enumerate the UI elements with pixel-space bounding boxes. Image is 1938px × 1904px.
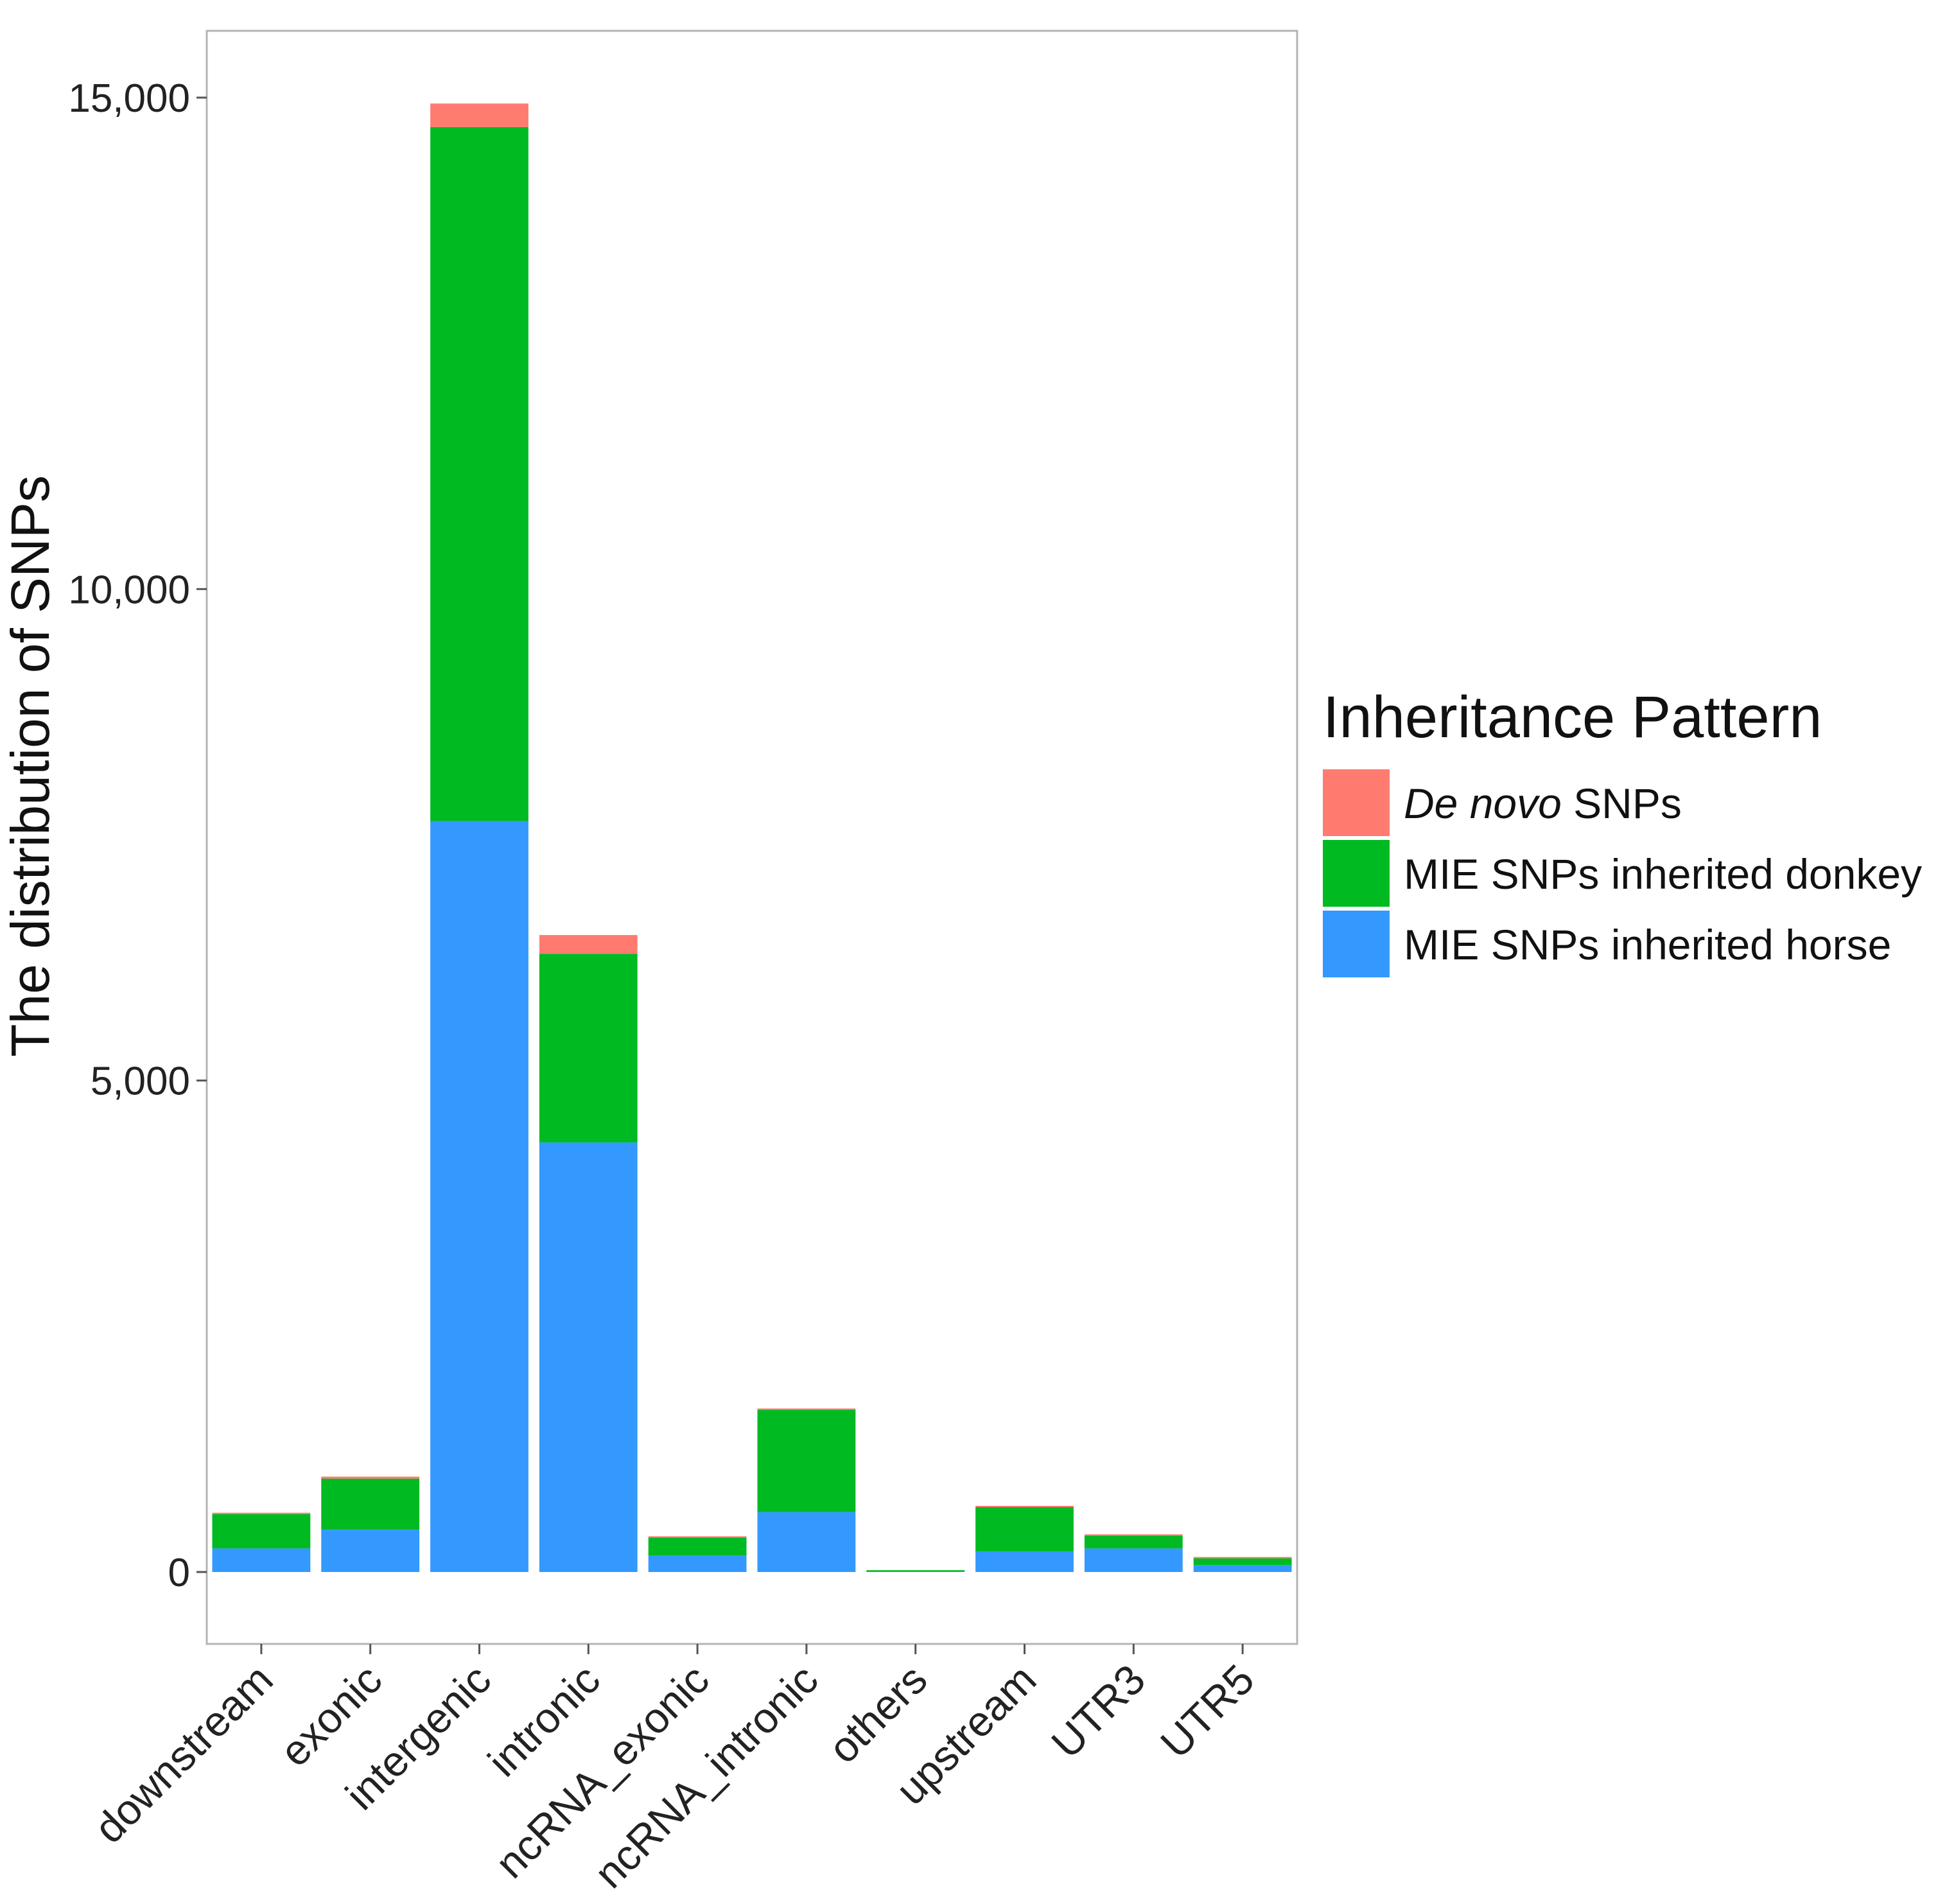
- legend-label: MIE SNPs inherited horse: [1404, 921, 1891, 968]
- legend-label: MIE SNPs inherited donkey: [1404, 850, 1922, 898]
- plot-panel: [205, 30, 1298, 1645]
- bar-downstream-series-1: [212, 1514, 311, 1549]
- y-axis: 0 5,000 10,000 15,000: [68, 76, 207, 1595]
- bar-UTR5-series-2: [1193, 1557, 1292, 1559]
- bar-intronic-series-0: [539, 1142, 638, 1572]
- legend-swatch: [1323, 911, 1390, 977]
- legend-swatch: [1323, 769, 1390, 836]
- legend-label: De novo SNPs: [1404, 780, 1682, 827]
- bars-group: [212, 103, 1292, 1572]
- bar-intronic-series-2: [539, 935, 638, 954]
- bar-exonic-series-2: [321, 1476, 420, 1479]
- y-tick-label: 0: [168, 1551, 190, 1595]
- bar-intergenic-series-1: [430, 127, 528, 821]
- legend-title: Inheritance Pattern: [1323, 685, 1822, 750]
- bar-UTR3-series-2: [1084, 1534, 1183, 1536]
- bar-downstream-series-2: [212, 1512, 311, 1514]
- y-tick-label: 10,000: [68, 568, 190, 612]
- bar-ncRNA_exonic-series-0: [648, 1555, 747, 1572]
- bar-upstream-series-2: [975, 1506, 1074, 1507]
- y-axis-title: The distribution of SNPs: [0, 475, 60, 1057]
- bar-ncRNA_intronic-series-2: [757, 1408, 856, 1410]
- y-tick-label: 15,000: [68, 76, 190, 121]
- bar-UTR5-series-1: [1193, 1558, 1292, 1566]
- bar-upstream-series-0: [975, 1551, 1074, 1572]
- bar-UTR3-series-0: [1084, 1548, 1183, 1572]
- bar-exonic-series-0: [321, 1530, 420, 1572]
- bar-ncRNA_exonic-series-2: [648, 1536, 747, 1538]
- bar-intergenic-series-0: [430, 821, 528, 1572]
- bar-downstream-series-0: [212, 1548, 311, 1572]
- bar-intergenic-series-2: [430, 103, 528, 127]
- bar-ncRNA_intronic-series-1: [757, 1410, 856, 1512]
- bar-UTR3-series-1: [1084, 1535, 1183, 1549]
- bar-ncRNA_intronic-series-0: [757, 1512, 856, 1572]
- bar-exonic-series-1: [321, 1478, 420, 1530]
- legend: Inheritance Pattern De novo SNPs MIE SNPs…: [1323, 685, 1922, 977]
- bar-UTR5-series-0: [1193, 1565, 1292, 1572]
- bar-intronic-series-1: [539, 954, 638, 1143]
- legend-swatch: [1323, 840, 1390, 907]
- bar-upstream-series-1: [975, 1507, 1074, 1551]
- bar-ncRNA_exonic-series-1: [648, 1537, 747, 1555]
- y-tick-label: 5,000: [91, 1060, 190, 1104]
- bar-others-series-1: [866, 1570, 965, 1572]
